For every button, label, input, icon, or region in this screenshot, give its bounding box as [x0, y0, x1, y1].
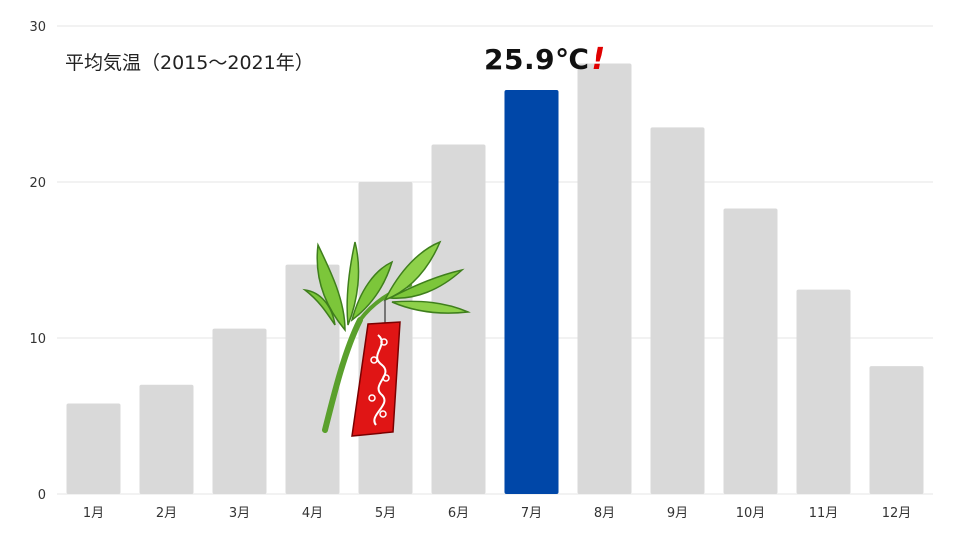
bar-6	[431, 144, 486, 494]
bar-2	[139, 384, 194, 494]
x-tick-label: 11月	[809, 506, 839, 521]
bar-11	[796, 289, 851, 494]
bar-1	[66, 403, 121, 494]
exclamation-icon: !	[591, 42, 606, 77]
bar-9	[650, 127, 705, 495]
x-tick-label: 1月	[83, 506, 104, 521]
x-tick-label: 7月	[521, 506, 542, 521]
y-tick-label: 30	[29, 20, 46, 35]
bar-12	[869, 366, 924, 494]
x-tick-label: 6月	[448, 506, 469, 521]
tanzaku-strip-icon	[351, 321, 401, 437]
x-tick-label: 4月	[302, 506, 323, 521]
highlight-value-label: 25.9℃	[484, 43, 590, 76]
highlight-callout: 25.9℃!	[484, 42, 606, 77]
bar-8	[577, 63, 632, 494]
y-tick-label: 10	[29, 332, 46, 347]
y-tick-label: 20	[29, 176, 46, 191]
bar-4	[285, 264, 340, 494]
x-tick-label: 12月	[882, 506, 912, 521]
x-tick-label: 3月	[229, 506, 250, 521]
x-tick-label: 5月	[375, 506, 396, 521]
x-tick-label: 8月	[594, 506, 615, 521]
tanabata-bamboo-icon	[302, 240, 471, 437]
y-tick-label: 0	[38, 488, 46, 503]
x-tick-label: 2月	[156, 506, 177, 521]
chart-title: 平均気温（2015〜2021年）	[65, 52, 314, 74]
x-tick-label: 10月	[736, 506, 766, 521]
bar-7	[504, 89, 559, 495]
x-tick-label: 9月	[667, 506, 688, 521]
bar-10	[723, 208, 778, 494]
bar-3	[212, 328, 267, 494]
